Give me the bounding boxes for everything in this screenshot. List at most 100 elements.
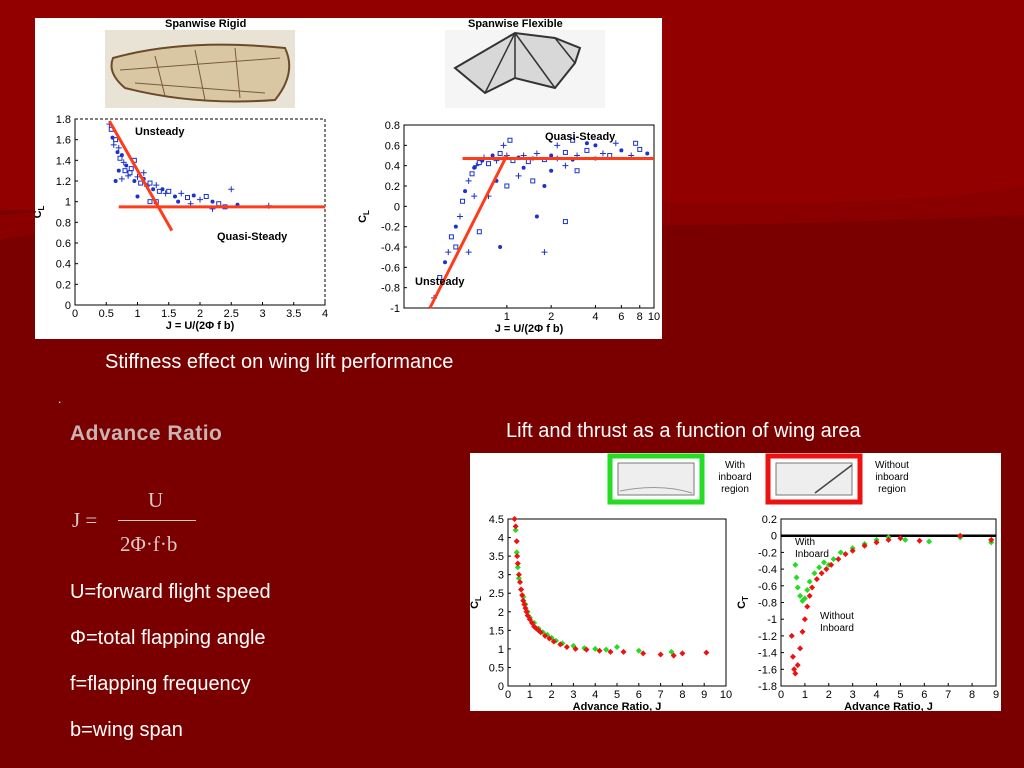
data-point (504, 183, 510, 189)
data-point (645, 151, 650, 156)
data-point (885, 536, 892, 543)
data-point (799, 628, 806, 635)
y-tick-label: 0 (771, 531, 777, 543)
annotation-with: With (795, 537, 815, 548)
data-point (801, 616, 808, 623)
definition-b: b=wing span (70, 719, 183, 741)
y-tick-label: -1 (767, 614, 777, 626)
data-point (550, 638, 557, 645)
data-point (637, 146, 643, 152)
data-point (156, 188, 162, 194)
annotation-unsteady: Unsteady (415, 276, 465, 288)
data-point (514, 553, 521, 560)
data-point (584, 147, 590, 153)
data-point (515, 571, 522, 578)
x-tick-label: 6 (636, 689, 642, 701)
data-point (514, 564, 521, 571)
y-tick-label: 1 (65, 197, 71, 209)
data-point (140, 169, 147, 176)
data-point (806, 592, 813, 599)
y-tick-label: -1.2 (758, 631, 777, 643)
data-point (469, 171, 475, 177)
data-point (835, 556, 842, 563)
data-point (116, 168, 121, 173)
data-point (497, 150, 503, 156)
data-point (657, 651, 664, 658)
data-point (115, 144, 122, 151)
data-point (119, 153, 124, 158)
y-tick-label: -0.8 (381, 283, 400, 295)
data-point (801, 595, 808, 602)
y-tick-label: 0.2 (762, 514, 777, 526)
x-tick-label: 9 (993, 689, 999, 701)
x-tick-label: 4 (592, 311, 598, 323)
data-point (521, 165, 526, 170)
data-point (515, 575, 522, 582)
chart2-title: Spanwise Flexible (468, 18, 563, 30)
x-tick-label: 3.5 (286, 308, 301, 320)
x-tick-label: 2 (826, 689, 832, 701)
y-tick-label: -0.2 (758, 547, 777, 559)
y-tick-label: 1.5 (489, 625, 504, 637)
data-point (542, 184, 547, 188)
y-axis-label: CT (736, 596, 750, 609)
data-point (445, 249, 452, 256)
data-point (794, 662, 801, 669)
data-point (476, 229, 482, 235)
area-figure-panel: With inboard region Without inboard region 0… (469, 453, 1001, 713)
x-tick-label: 1.5 (161, 308, 176, 320)
chart-rigid-lift: 0 0.5 1 1.5 2 2.5 3 3.5 4 0 0.2 0.4 0.6 0.8 1 1.2 1.4 1.6… (32, 114, 328, 332)
y-tick-label: 0.2 (56, 279, 71, 291)
data-point (957, 532, 964, 539)
data-point (563, 644, 570, 651)
data-point (519, 592, 526, 599)
data-point (507, 137, 513, 143)
with-inboard-legend: With inboard region (607, 453, 752, 505)
data-point (117, 155, 123, 161)
y-tick-label: 1.4 (56, 155, 71, 167)
y-tick-label: 0.6 (385, 140, 400, 152)
y-tick-label: 3 (498, 570, 504, 582)
data-point (135, 194, 140, 199)
data-point (804, 586, 811, 593)
data-point (792, 561, 799, 568)
data-point (485, 161, 491, 167)
y-axis-label: CL (470, 596, 483, 609)
data-point (926, 538, 933, 545)
data-point (823, 566, 830, 573)
data-point (120, 159, 127, 166)
data-point (542, 632, 549, 639)
data-point (437, 275, 443, 280)
data-point (500, 142, 507, 149)
data-point (873, 539, 880, 546)
data-point (514, 560, 521, 567)
data-point (166, 188, 172, 194)
data-point (811, 570, 818, 577)
x-tick-label: 1 (504, 311, 510, 323)
y-tick-label: 0.6 (56, 238, 71, 250)
bullet-dot: . (58, 392, 62, 406)
x-tick-label: 4 (592, 689, 598, 701)
data-point (554, 142, 561, 149)
data-point (670, 652, 677, 659)
definition-f: f=flapping frequency (70, 673, 251, 695)
data-point (791, 666, 798, 673)
x-tick-label: 5 (897, 689, 903, 701)
data-point (473, 162, 480, 169)
data-point (897, 535, 904, 542)
data-point (788, 632, 795, 639)
x-tick-label: 2 (548, 311, 554, 323)
data-point (456, 213, 463, 220)
x-tick-label: 6 (618, 311, 624, 323)
annotation-unsteady: Unsteady (135, 126, 185, 138)
annotation-without: Without (820, 611, 854, 622)
x-tick-label: 4 (322, 308, 328, 320)
y-axis-label-subscript: L (362, 210, 371, 215)
data-point (988, 536, 995, 543)
data-point (668, 648, 675, 655)
data-point (515, 172, 522, 179)
formula-lhs: J = (72, 508, 98, 532)
data-point (216, 201, 222, 207)
y-tick-label: -0.6 (758, 581, 777, 593)
y-tick-label: 2 (498, 607, 504, 619)
